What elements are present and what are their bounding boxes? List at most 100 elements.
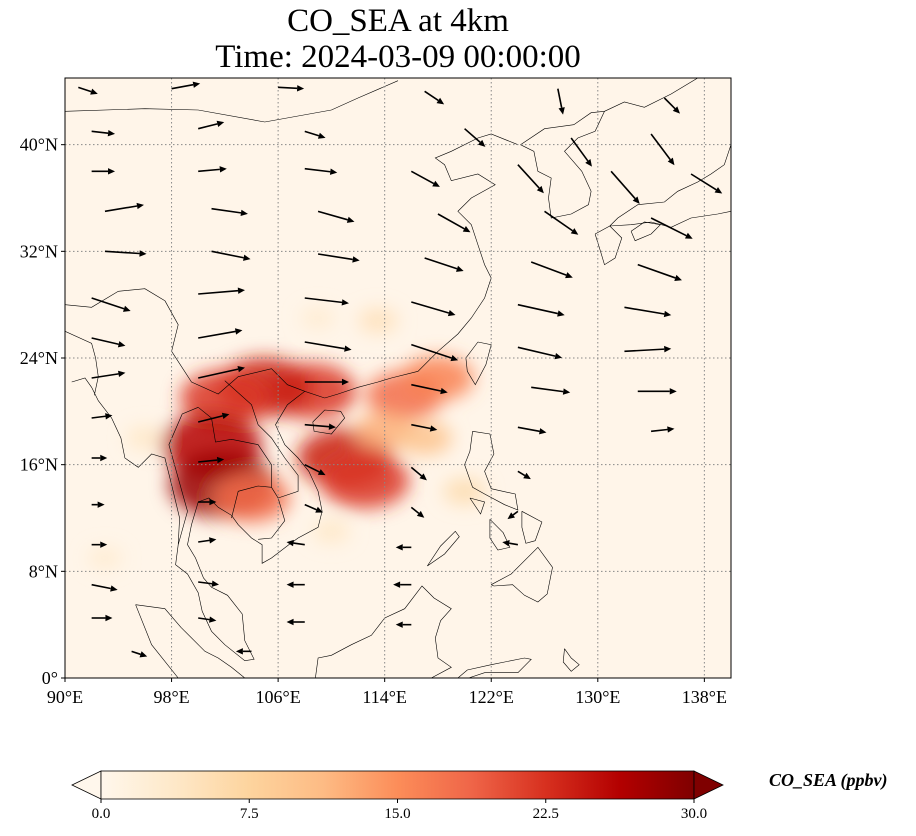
wind-arrow xyxy=(91,168,116,175)
wind-arrow xyxy=(304,297,349,306)
gridlines-layer xyxy=(61,78,731,682)
lon-tick-label: 138°E xyxy=(682,687,727,707)
wind-arrow xyxy=(304,130,326,139)
wind-arrow xyxy=(610,170,640,204)
wind-arrow xyxy=(304,423,336,430)
wind-arrow xyxy=(78,86,98,95)
latitude-tick-labels: 40°N 32°N 24°N 16°N 8°N 0° xyxy=(20,135,58,688)
colorbar-title: CO_SEA (ppbv) xyxy=(769,770,888,790)
lat-tick-label: 24°N xyxy=(20,348,58,368)
coastline-border-himalaya xyxy=(65,288,166,308)
coastline-sumatra xyxy=(135,604,246,678)
wind-arrow xyxy=(517,303,565,317)
coastline-border-mongolia xyxy=(65,80,399,123)
wind-arrow xyxy=(411,423,438,432)
wind-arrow xyxy=(517,470,531,480)
coastline-palawan xyxy=(427,530,460,567)
wind-arrow xyxy=(91,337,126,348)
wind-arrow xyxy=(91,454,108,462)
co-concentration-field xyxy=(87,307,487,569)
wind-arrow xyxy=(198,537,217,544)
coastline-border-laos-vietnam xyxy=(224,380,299,499)
coastline-mindoro xyxy=(469,497,485,515)
coastline-border-bangladesh xyxy=(65,331,99,396)
coastline-border-myanmar-thai xyxy=(168,407,199,545)
wind-arrow xyxy=(557,88,565,115)
wind-arrow xyxy=(624,306,672,318)
wind-arrow xyxy=(198,498,217,506)
wind-arrow xyxy=(317,210,355,223)
coastline-visayas xyxy=(489,519,511,551)
wind-arrow xyxy=(171,81,201,90)
wind-arrow xyxy=(570,137,592,167)
title-line1: CO_SEA at 4km xyxy=(287,3,509,39)
wind-arrow xyxy=(104,202,144,213)
coastline-honshu xyxy=(609,128,731,228)
wind-arrow xyxy=(91,541,108,548)
coastline-border-china-korea xyxy=(520,111,605,145)
co-patch xyxy=(358,308,399,334)
wind-arrow xyxy=(286,618,305,626)
wind-arrow xyxy=(690,173,723,194)
wind-arrow xyxy=(395,621,412,628)
coastline-russia-coast xyxy=(604,78,698,112)
wind-arrow xyxy=(211,250,251,261)
wind-arrow xyxy=(424,257,464,272)
wind-arrow xyxy=(278,85,305,92)
coastline-sulawesi xyxy=(457,657,532,678)
coastline-korea xyxy=(520,111,605,219)
wind-arrow xyxy=(304,463,326,476)
wind-arrow xyxy=(198,580,219,587)
wind-arrow xyxy=(502,540,519,547)
coastline-luzon xyxy=(464,431,519,511)
colorbar-tick-label: 7.5 xyxy=(239,806,259,822)
lat-tick-label: 0° xyxy=(42,668,58,688)
lon-tick-label: 130°E xyxy=(575,687,620,707)
wind-arrow xyxy=(517,164,544,194)
colorbar-tick-label: 0.0 xyxy=(91,806,111,822)
wind-arrow xyxy=(530,261,573,279)
lat-tick-label: 40°N xyxy=(20,135,58,155)
lon-tick-label: 106°E xyxy=(256,687,301,707)
coastline-china-coast xyxy=(324,133,519,399)
wind-arrow xyxy=(410,466,427,481)
co-patch xyxy=(320,452,410,509)
wind-arrow xyxy=(104,250,147,257)
wind-arrow xyxy=(544,210,579,235)
wind-arrow xyxy=(395,544,412,551)
co-patch xyxy=(180,370,270,426)
coastline-borneo xyxy=(315,585,452,678)
co-patch xyxy=(87,547,123,569)
co-patch xyxy=(402,355,474,401)
wind-arrow xyxy=(198,166,227,173)
wind-arrow xyxy=(211,207,248,217)
wind-arrow xyxy=(235,648,252,655)
wind-arrow xyxy=(411,343,459,362)
wind-arrow xyxy=(131,650,148,658)
wind-arrow xyxy=(317,253,360,263)
colorbar-tick-label: 22.5 xyxy=(532,806,559,822)
wind-arrow xyxy=(637,263,682,281)
wind-arrow xyxy=(411,383,448,395)
wind-arrow xyxy=(91,413,113,420)
lat-tick-label: 8°N xyxy=(29,561,58,581)
co-patch xyxy=(126,426,164,450)
wind-arrow xyxy=(91,583,118,592)
wind-arrow xyxy=(410,506,425,518)
colorbar-ticks xyxy=(100,799,695,803)
wind-arrow xyxy=(624,345,672,353)
coastline-halmahera xyxy=(562,648,580,672)
wind-arrow xyxy=(198,120,225,130)
wind-arrow xyxy=(410,170,440,187)
co-patch xyxy=(300,307,336,329)
longitude-tick-labels: 90°E 98°E 106°E 114°E 122°E 130°E 138°E xyxy=(47,687,727,707)
lon-tick-label: 122°E xyxy=(469,687,514,707)
co-patch xyxy=(312,519,350,543)
wind-arrow xyxy=(464,128,486,147)
coastline-border-china-south xyxy=(164,300,305,395)
colorbar-gradient xyxy=(100,770,695,800)
wind-arrow xyxy=(437,213,471,233)
co-patch xyxy=(212,473,291,523)
wind-arrow xyxy=(91,614,113,622)
